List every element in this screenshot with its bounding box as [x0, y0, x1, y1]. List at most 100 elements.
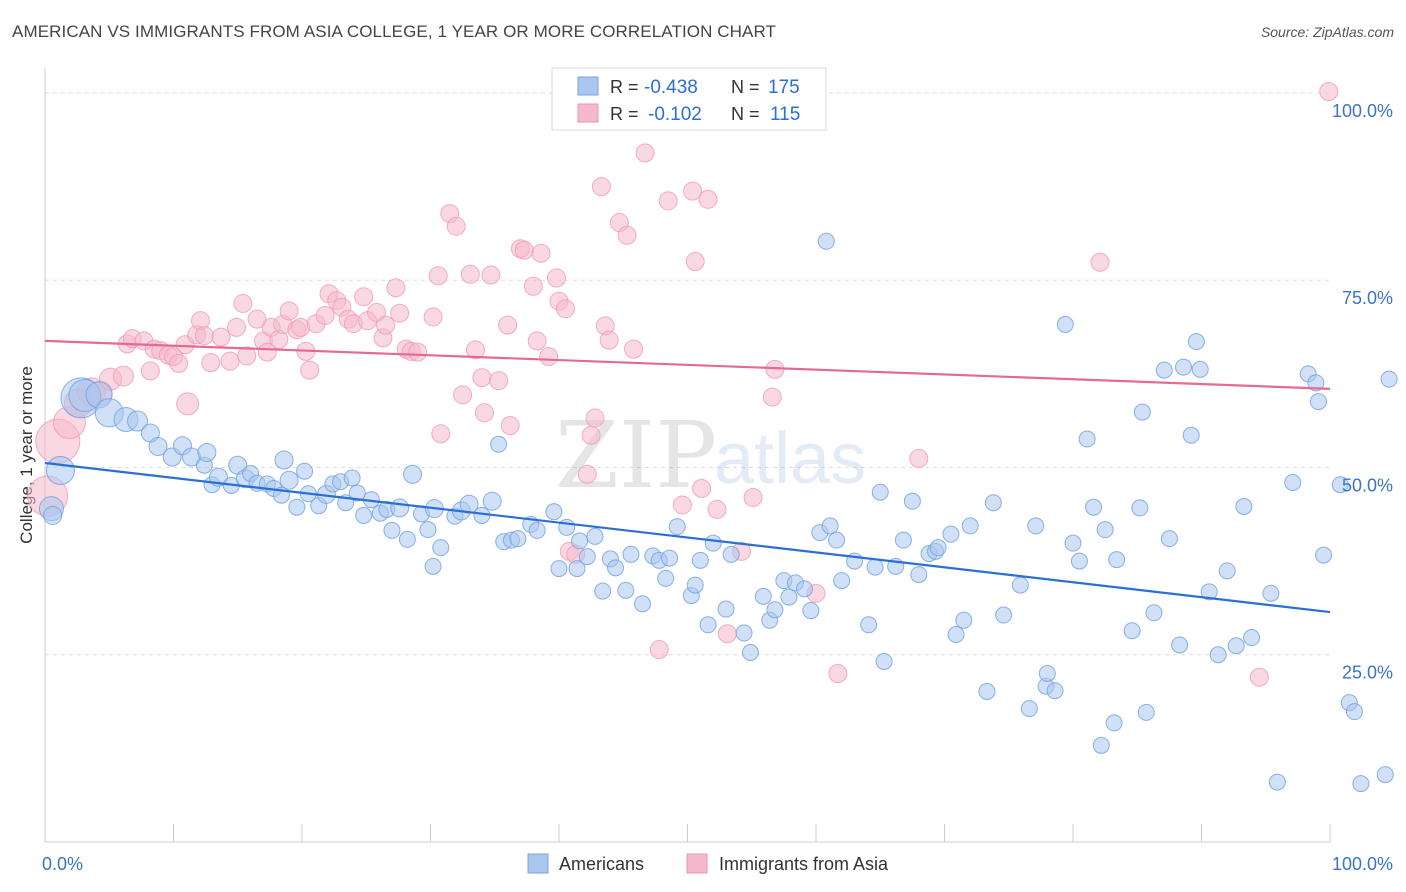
immigrants-point-82: [581, 425, 601, 445]
americans-point-144: [1175, 358, 1193, 376]
americans-point-117: [961, 517, 979, 535]
americans-point-105: [871, 483, 889, 501]
americans-point-83: [699, 616, 717, 634]
americans-point-125: [1038, 664, 1056, 682]
americans-point-78: [661, 549, 679, 567]
americans-point-159: [1309, 393, 1327, 411]
immigrants-point-108: [1249, 667, 1269, 687]
americans-point-127: [1056, 315, 1074, 333]
immigrants-point-89: [624, 339, 644, 359]
immigrants-point-28: [247, 309, 267, 329]
immigrants-point-107: [1090, 252, 1110, 272]
americans-point-59: [509, 530, 527, 548]
watermark: ZIP atlas: [555, 402, 866, 509]
americans-point-104: [866, 558, 884, 576]
americans-point-158: [1307, 374, 1325, 392]
immigrants-point-84: [591, 177, 611, 197]
americans-point-42: [383, 521, 401, 539]
immigrants-point-102: [762, 387, 782, 407]
immigrants-point-101: [743, 487, 763, 507]
americans-point-141: [1155, 361, 1173, 379]
immigrants-point-93: [672, 495, 692, 515]
americans-point-164: [1352, 775, 1370, 793]
americans-point-113: [929, 539, 947, 557]
americans-point-47: [419, 521, 437, 539]
legend-bottom-immigrants-label: Immigrants from Asia: [719, 854, 889, 874]
americans-point-62: [545, 503, 563, 521]
immigrants-point-30: [257, 342, 277, 362]
legend-bottom-americans-label: Americans: [559, 854, 644, 874]
legend-bottom-americans-swatch: [527, 853, 549, 874]
immigrants-point-23: [211, 327, 231, 347]
americans-point-154: [1262, 584, 1280, 602]
americans-point-91: [766, 601, 784, 619]
americans-point-72: [617, 581, 635, 599]
americans-point-135: [1108, 551, 1126, 569]
immigrants-point-98: [707, 499, 727, 519]
y-tick-label-100: 100.0%: [1332, 101, 1393, 121]
immigrants-point-67: [489, 371, 509, 391]
americans-point-56: [490, 435, 508, 453]
legend-bottom: Americans Immigrants from Asia: [527, 853, 889, 874]
immigrants-point-109: [1319, 81, 1339, 101]
immigrants-point-83: [585, 408, 605, 428]
immigrants-point-50: [376, 315, 396, 335]
americans-point-115: [947, 626, 965, 644]
legend-immigrants-n-value: 115: [770, 104, 800, 125]
immigrants-point-66: [481, 265, 501, 285]
immigrants-point-56: [423, 307, 443, 327]
americans-point-123: [1027, 517, 1045, 535]
americans-point-81: [686, 576, 704, 594]
americans-point-161: [1331, 476, 1349, 494]
americans-point-155: [1268, 773, 1286, 791]
series-immigrants-from-asia: [27, 81, 1339, 687]
americans-point-45: [403, 464, 423, 484]
americans-point-93: [780, 588, 798, 606]
americans-point-101: [833, 572, 851, 590]
americans-point-134: [1105, 714, 1123, 732]
x-tick-label-0: 0.0%: [42, 854, 83, 874]
americans-point-132: [1092, 736, 1110, 754]
americans-point-165: [1376, 766, 1394, 784]
americans-point-86: [722, 545, 740, 563]
immigrants-point-25: [226, 317, 246, 337]
americans-point-119: [984, 494, 1002, 512]
americans-point-88: [741, 643, 759, 661]
americans-point-85: [717, 600, 735, 618]
americans-point-10: [148, 437, 168, 457]
americans-point-43: [390, 498, 410, 518]
legend-americans-swatch: [577, 76, 599, 96]
immigrants-point-106: [909, 449, 929, 469]
immigrants-point-88: [617, 225, 637, 245]
americans-point-136: [1123, 622, 1141, 640]
immigrants-point-69: [500, 416, 520, 436]
chart-title: AMERICAN VS IMMIGRANTS FROM ASIA COLLEGE…: [12, 22, 777, 41]
americans-point-146: [1187, 333, 1205, 351]
immigrants-point-99: [717, 624, 737, 644]
legend-immigrants-r-value: -0.102: [648, 104, 702, 125]
legend-immigrants-n-label: N =: [731, 104, 760, 124]
americans-point-166: [1380, 370, 1398, 388]
americans-point-142: [1160, 530, 1178, 548]
americans-point-49: [432, 539, 450, 557]
americans-point-87: [735, 624, 753, 642]
americans-point-149: [1209, 646, 1227, 664]
trend-lines: [44, 339, 1331, 614]
americans-point-99: [821, 517, 839, 535]
immigrants-point-58: [431, 424, 451, 444]
immigrants-point-68: [498, 315, 518, 335]
immigrants-point-18: [176, 392, 200, 416]
americans-point-50: [424, 557, 442, 575]
immigrants-point-76: [546, 268, 566, 288]
americans-point-143: [1171, 636, 1189, 654]
legend-americans-n-label: N =: [731, 77, 760, 97]
immigrants-point-26: [233, 293, 253, 313]
americans-point-67: [578, 548, 596, 566]
immigrants-point-73: [527, 331, 547, 351]
americans-point-137: [1133, 403, 1151, 421]
immigrants-point-46: [354, 287, 374, 307]
americans-point-82: [691, 551, 709, 569]
legend-americans-r-value: -0.438: [644, 77, 698, 98]
immigrants-point-63: [465, 340, 485, 360]
